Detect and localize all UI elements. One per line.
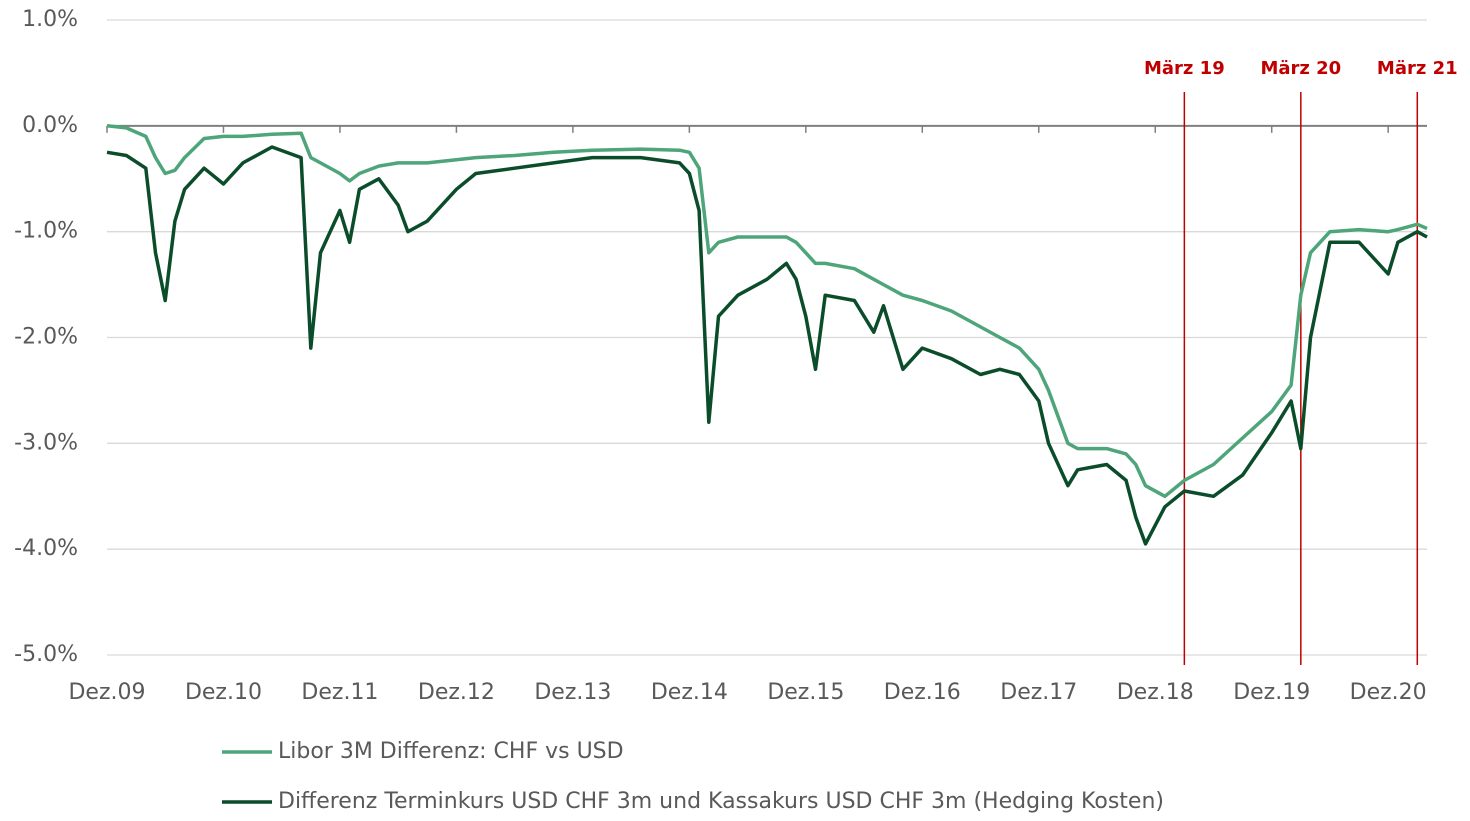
y-tick-label: 0.0% bbox=[22, 113, 78, 138]
legend-label: Libor 3M Differenz: CHF vs USD bbox=[278, 739, 624, 764]
y-tick-label: -5.0% bbox=[14, 642, 78, 667]
y-tick-label: 1.0% bbox=[22, 7, 78, 32]
series-line bbox=[106, 145, 1428, 546]
y-tick-label: -2.0% bbox=[14, 325, 78, 350]
x-tick-label: Dez.10 bbox=[185, 680, 262, 705]
x-tick-label: Dez.13 bbox=[534, 680, 611, 705]
x-tick-label: Dez.15 bbox=[767, 680, 844, 705]
marker-label: März 21 bbox=[1377, 58, 1458, 79]
y-tick-label: -1.0% bbox=[14, 219, 78, 244]
x-tick-label: Dez.18 bbox=[1117, 680, 1194, 705]
marker-label: März 20 bbox=[1260, 58, 1341, 79]
x-tick-label: Dez.20 bbox=[1350, 680, 1427, 705]
series-line bbox=[106, 124, 1428, 499]
x-tick-label: Dez.19 bbox=[1233, 680, 1310, 705]
y-tick-label: -4.0% bbox=[14, 536, 78, 561]
y-tick-label: -3.0% bbox=[14, 430, 78, 455]
x-tick-label: Dez.12 bbox=[418, 680, 495, 705]
x-tick-label: Dez.14 bbox=[651, 680, 728, 705]
marker-label: März 19 bbox=[1144, 58, 1225, 79]
x-tick-label: Dez.11 bbox=[301, 680, 378, 705]
x-tick-label: Dez.17 bbox=[1000, 680, 1077, 705]
x-tick-label: Dez.16 bbox=[884, 680, 961, 705]
x-tick-label: Dez.09 bbox=[68, 680, 145, 705]
legend-label: Differenz Terminkurs USD CHF 3m und Kass… bbox=[278, 789, 1164, 814]
